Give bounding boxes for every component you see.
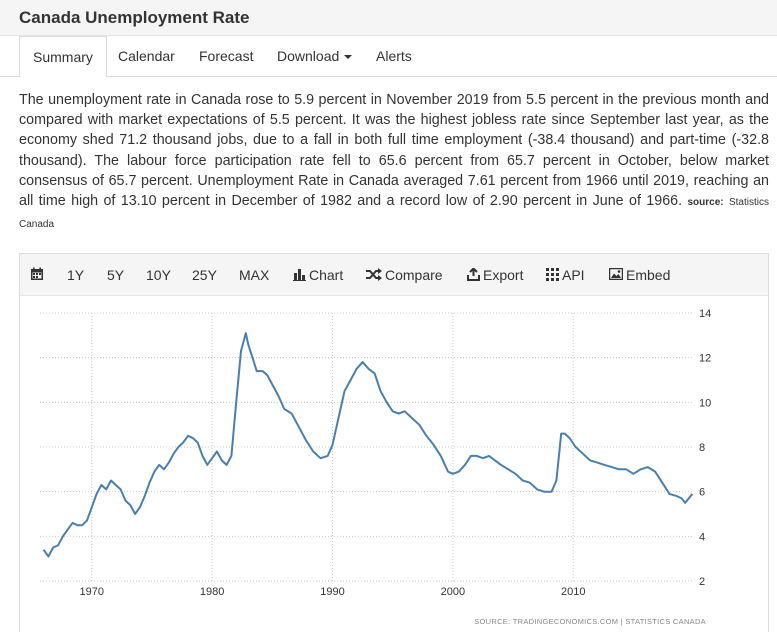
- api-button[interactable]: API: [546, 254, 585, 296]
- x-tick-label: 1990: [320, 586, 344, 598]
- api-button-label: API: [562, 267, 585, 283]
- range-1y-button[interactable]: 1Y: [67, 267, 85, 283]
- tab-calendar[interactable]: Calendar: [118, 48, 175, 64]
- x-tick-label: 1970: [80, 586, 104, 598]
- image-icon: [608, 268, 624, 281]
- y-tick-label: 2: [699, 576, 705, 588]
- tab-bar: Summary Calendar Forecast Download Alert…: [0, 36, 777, 78]
- export-icon: [467, 266, 480, 281]
- grid-icon: [546, 267, 559, 281]
- x-tick-label: 1980: [200, 586, 224, 598]
- shuffle-icon: [366, 267, 382, 281]
- tab-download[interactable]: Download: [277, 36, 353, 77]
- source-name: Statistics Canada: [19, 197, 769, 231]
- y-tick-label: 12: [699, 353, 711, 365]
- tab-forecast[interactable]: Forecast: [199, 48, 254, 64]
- y-tick-label: 8: [699, 442, 705, 454]
- range-10y-button[interactable]: 10Y: [146, 267, 171, 283]
- range-max-button[interactable]: MAX: [239, 267, 270, 283]
- chart-button-label: Chart: [309, 267, 344, 283]
- bar-chart-icon: [293, 268, 306, 281]
- series-line: [42, 332, 694, 558]
- page-header: Canada Unemployment Rate: [0, 0, 777, 36]
- export-button[interactable]: Export: [467, 254, 523, 296]
- page-title: Canada Unemployment Rate: [19, 7, 250, 27]
- export-button-label: Export: [483, 267, 524, 283]
- embed-button[interactable]: Embed: [608, 254, 671, 296]
- source-label: source:: [687, 197, 724, 209]
- chart-type-button[interactable]: Chart: [293, 254, 343, 296]
- y-tick-label: 14: [699, 308, 711, 320]
- y-tick-label: 10: [699, 397, 711, 409]
- tab-alerts[interactable]: Alerts: [376, 48, 412, 64]
- x-tick-label: 2000: [441, 586, 465, 598]
- chart-panel: 1Y 5Y 10Y 25Y MAX Chart Compare Export A…: [19, 253, 769, 632]
- chart-source-note: SOURCE: TRADINGECONOMICS.COM | STATISTIC…: [474, 617, 706, 626]
- range-25y-button[interactable]: 25Y: [192, 267, 217, 283]
- y-tick-label: 6: [699, 487, 705, 499]
- compare-button[interactable]: Compare: [366, 254, 443, 296]
- summary-text: The unemployment rate in Canada rose to …: [19, 92, 769, 210]
- tab-download-label: Download: [277, 48, 340, 64]
- embed-button-label: Embed: [626, 267, 671, 283]
- chart-toolbar: 1Y 5Y 10Y 25Y MAX Chart Compare Export A…: [20, 254, 768, 296]
- summary-description: The unemployment rate in Canada rose to …: [19, 90, 769, 235]
- y-tick-label: 4: [699, 531, 705, 543]
- compare-button-label: Compare: [385, 267, 443, 283]
- tab-summary[interactable]: Summary: [19, 36, 107, 78]
- calendar-icon[interactable]: [30, 254, 47, 296]
- x-tick-label: 2010: [561, 586, 585, 598]
- range-5y-button[interactable]: 5Y: [107, 267, 125, 283]
- caret-down-icon: [344, 55, 353, 60]
